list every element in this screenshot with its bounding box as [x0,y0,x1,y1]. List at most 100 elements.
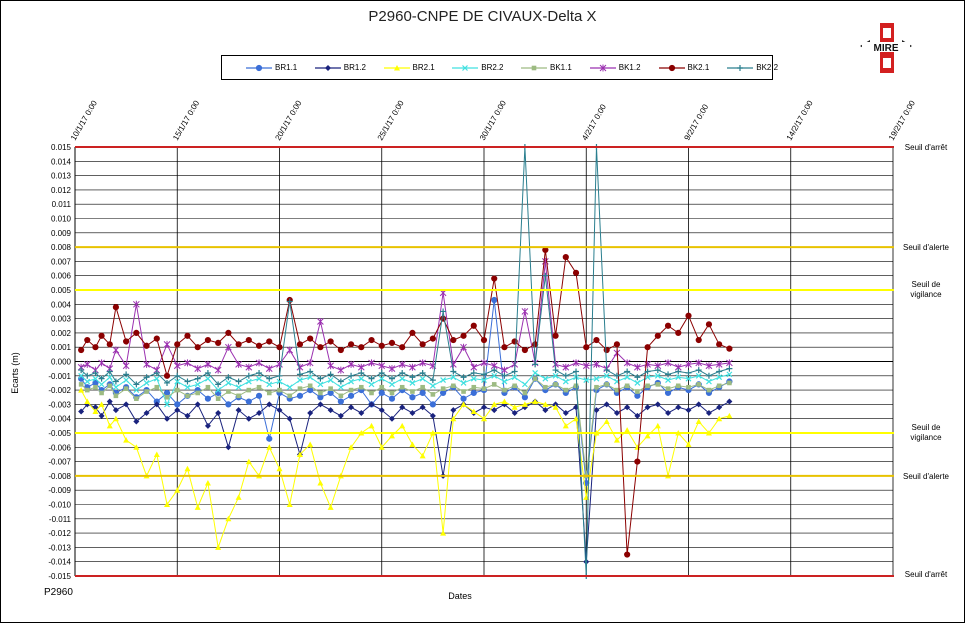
data-point [123,401,130,408]
y-tick-label: 0.009 [51,229,72,238]
data-point [675,404,682,411]
data-point [553,382,558,387]
threshold-label: Seuil de vigilance [893,280,959,300]
data-point [265,365,273,373]
data-point [112,407,119,414]
data-point [409,441,416,447]
data-point [378,389,385,397]
data-point [132,300,140,308]
data-point [204,395,212,402]
data-point [296,392,304,399]
data-point [399,344,406,351]
data-point [174,372,181,379]
data-point [84,378,91,385]
data-point [573,383,579,389]
data-point [98,412,105,419]
data-point [685,360,692,368]
legend-label: BK2.2 [756,63,779,72]
data-point [164,394,170,400]
data-point [98,375,105,382]
data-point [716,368,723,375]
data-point [706,387,712,393]
data-point [184,465,191,472]
data-point [235,360,242,368]
data-point [511,409,518,416]
data-point [184,384,191,391]
threshold-label-line: Seuil d'arrêt [904,143,948,152]
data-point [429,382,436,389]
data-point [470,369,477,376]
data-point [256,369,263,376]
y-tick-label: -0.009 [48,486,71,495]
x-tick-label: 14/2/17 0:00 [785,98,815,142]
x-tick-label: 30/1/17 0:00 [478,98,508,142]
data-point [675,368,682,375]
data-point [521,394,529,401]
data-point [276,378,283,385]
data-point [521,401,528,407]
data-point [705,321,713,328]
data-point [123,371,130,378]
series-BK1.2 [77,257,733,374]
data-point [450,374,457,381]
data-point [225,515,232,522]
data-point [78,372,85,379]
data-point [266,390,272,396]
data-point [245,372,252,379]
data-point [328,386,333,391]
data-point [491,382,497,387]
data-point [368,401,375,408]
data-point [399,384,405,390]
data-point [106,398,113,405]
data-point [327,389,334,397]
threshold-label-line: Seuil d'alerte [903,471,949,481]
data-point [347,360,355,368]
data-point [716,415,723,422]
data-point [634,380,641,386]
data-point [542,407,549,414]
data-point [451,383,456,389]
data-point [716,404,723,411]
data-point [511,404,518,410]
legend-swatch [383,62,410,74]
data-point [112,378,119,385]
data-point [695,336,702,344]
data-point [378,362,386,370]
data-point [195,390,200,396]
y-tick-label: 0.001 [51,343,72,352]
data-point [409,363,416,371]
data-point [184,359,191,367]
data-point [471,384,477,390]
data-point [491,407,498,414]
chart-title: P2960-CNPE DE CIVAUX-Delta X [368,8,597,25]
data-point [276,372,283,379]
data-point [194,381,201,388]
data-point [348,404,355,411]
legend-swatch [658,62,685,74]
x-tick-label: 9/2/17 0:00 [682,102,710,142]
data-point [685,441,692,447]
data-point [614,387,620,393]
data-point [716,374,723,381]
data-point [337,412,344,419]
data-point [286,298,293,305]
data-point [266,435,273,442]
y-tick-label: 0.007 [51,257,72,266]
series-BK2.1 [78,246,733,558]
data-point [245,415,252,422]
data-point [664,389,672,397]
data-point [552,367,559,374]
data-point [440,530,447,536]
data-point [215,544,222,550]
data-point [613,372,620,379]
data-point [501,344,508,351]
data-point [255,342,263,349]
data-point [399,375,406,382]
y-tick-label: 0.010 [51,215,72,224]
data-point [613,409,620,416]
data-point [481,386,487,391]
data-point [409,374,416,381]
legend-label: BR1.1 [275,63,298,72]
data-point [123,377,130,384]
data-point [317,375,324,382]
